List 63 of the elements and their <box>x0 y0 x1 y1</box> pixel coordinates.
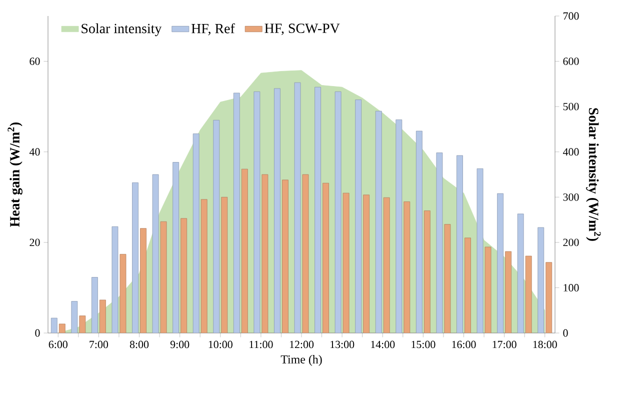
legend-label: Solar intensity <box>82 23 162 36</box>
y2-tick-label: 700 <box>563 12 579 20</box>
bar <box>505 251 512 333</box>
y2-tick-label: 200 <box>563 238 579 246</box>
y-axis-title: Heat gain (W/m$^{2}$) <box>8 122 22 227</box>
legend-label: HF, Ref <box>191 23 235 36</box>
x-tick-label: 8:00 <box>130 340 149 348</box>
x-tick-label: 14:00 <box>371 340 395 348</box>
bar <box>233 92 240 333</box>
y-tick-label: 20 <box>30 238 40 246</box>
y2-tick-label: 600 <box>563 58 579 65</box>
bar <box>525 256 532 333</box>
bar <box>355 100 362 333</box>
x-tick-label: 6:00 <box>48 340 68 348</box>
bar <box>132 182 138 333</box>
y2-tick-label: 300 <box>563 193 579 201</box>
bar <box>140 228 146 333</box>
bar <box>396 120 402 333</box>
y2-axis-title: Solar intensity (W/m$^{2}$) <box>586 108 601 241</box>
bar <box>241 168 248 333</box>
bar <box>71 301 78 333</box>
bar <box>456 155 463 333</box>
bar <box>497 193 504 333</box>
bar <box>424 210 430 333</box>
y2-tick-label: 500 <box>563 102 579 110</box>
bar <box>546 262 552 333</box>
bar <box>363 194 370 333</box>
x-tick-label: 10:00 <box>208 340 232 348</box>
bar <box>274 88 280 333</box>
x-axis-title: Time (h) <box>280 355 322 366</box>
bar <box>375 110 382 333</box>
bar <box>416 130 422 333</box>
bar <box>282 180 288 333</box>
bar <box>92 277 98 333</box>
y2-tick-label: 100 <box>564 284 579 292</box>
x-tick-label: 7:00 <box>90 340 108 348</box>
x-tick-label: 9:00 <box>170 340 190 348</box>
y2-tick-label: 0 <box>563 329 568 337</box>
x-tick-label: 17:00 <box>492 340 516 348</box>
bar <box>517 214 524 333</box>
bar <box>172 162 180 333</box>
bar <box>464 238 471 333</box>
y-tick-label: 0 <box>35 329 40 337</box>
x-tick-label: 18:00 <box>533 340 557 348</box>
x-tick-label: 16:00 <box>452 340 476 348</box>
bar <box>404 201 410 333</box>
bar <box>314 86 321 333</box>
legend-label: HF, SCW-PV <box>264 24 340 36</box>
bar <box>383 197 390 333</box>
y2-tick-label: 400 <box>562 148 579 156</box>
bar <box>322 182 329 333</box>
bar <box>538 227 544 333</box>
x-tick-label: 12:00 <box>290 340 314 348</box>
bar <box>200 199 208 333</box>
bar <box>213 120 220 333</box>
y-tick-label: 40 <box>29 148 40 156</box>
x-tick-label: 15:00 <box>412 340 436 348</box>
bar <box>221 196 228 333</box>
x-tick-label: 11:00 <box>250 340 273 348</box>
bar <box>192 134 200 333</box>
x-tick-label: 13:00 <box>330 340 354 348</box>
bar <box>180 218 188 333</box>
y-tick-label: 60 <box>30 58 40 65</box>
